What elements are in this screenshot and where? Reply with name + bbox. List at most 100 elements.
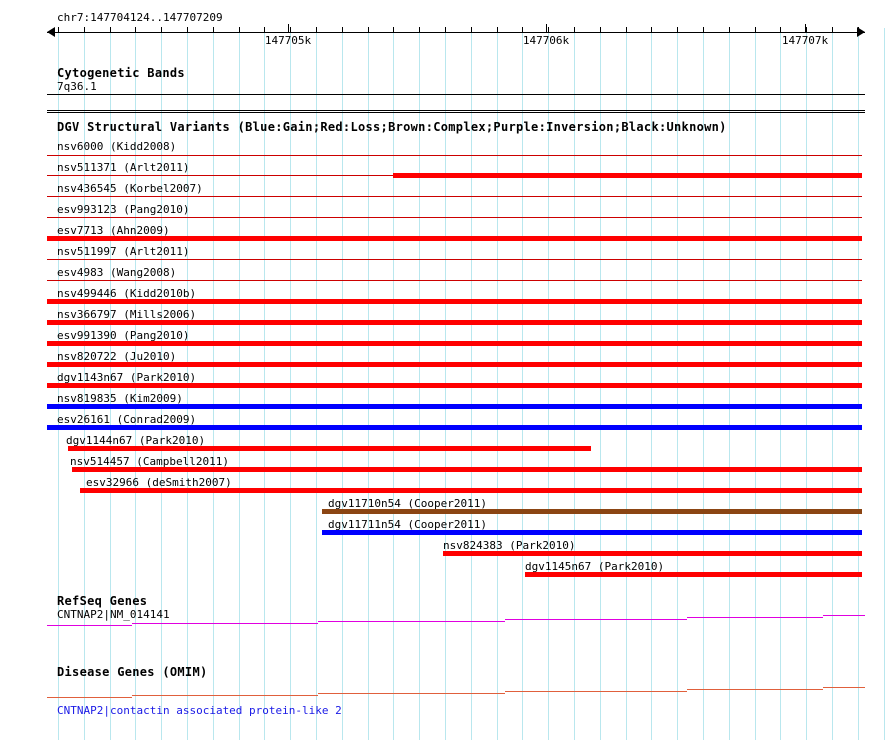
ruler-axis-line (47, 32, 865, 33)
variant-bar[interactable] (47, 280, 862, 281)
variant-label[interactable]: nsv820722 (Ju2010) (57, 350, 177, 363)
variant-label[interactable]: esv991390 (Pang2010) (57, 329, 190, 342)
ruler-tick (780, 27, 781, 33)
variant-bar[interactable] (47, 425, 862, 430)
ruler-tick (497, 27, 498, 33)
refseq-gene-segment[interactable] (47, 625, 132, 626)
ruler-tick (471, 27, 472, 33)
ruler-tick (755, 27, 756, 33)
variant-bar[interactable] (47, 299, 862, 304)
ruler-tick (213, 27, 214, 33)
ruler-right-arrow-icon (857, 27, 865, 37)
ruler-major-tick (288, 24, 289, 33)
variant-label[interactable]: dgv1145n67 (Park2010) (525, 560, 665, 573)
ruler-tick (419, 27, 420, 33)
refseq-gene-segment[interactable] (687, 617, 823, 618)
ruler-tick (626, 27, 627, 33)
variant-bar[interactable] (47, 341, 862, 346)
variant-bar[interactable] (47, 383, 862, 388)
refseq-gene-segment[interactable] (505, 619, 687, 620)
refseq-transcript-label: CNTNAP2|NM_014141 (57, 608, 170, 621)
ruler-tick-label: 147706k (522, 34, 570, 47)
ruler-tick (264, 27, 265, 33)
ruler-tick (522, 27, 523, 33)
gridline (884, 28, 885, 740)
variant-label[interactable]: nsv819835 (Kim2009) (57, 392, 183, 405)
variant-bar[interactable] (47, 196, 862, 197)
variant-label[interactable]: nsv436545 (Korbel2007) (57, 182, 203, 195)
variant-bar[interactable] (68, 446, 591, 451)
variant-label[interactable]: nsv499446 (Kidd2010b) (57, 287, 197, 300)
omim-gene-segment[interactable] (687, 689, 823, 690)
variant-bar[interactable] (80, 488, 862, 493)
ruler-tick (832, 27, 833, 33)
ruler-tick (110, 27, 111, 33)
variant-bar[interactable] (47, 404, 862, 409)
omim-gene-segment[interactable] (505, 691, 687, 692)
variant-label[interactable]: dgv11710n54 (Cooper2011) (328, 497, 487, 510)
ruler-tick (858, 27, 859, 33)
variant-label[interactable]: dgv11711n54 (Cooper2011) (328, 518, 487, 531)
ruler-left-arrow-icon (47, 27, 55, 37)
variant-label[interactable]: nsv514457 (Campbell2011) (70, 455, 229, 468)
variant-label[interactable]: nsv824383 (Park2010) (443, 539, 576, 552)
ruler-tick (316, 27, 317, 33)
ruler-tick-label: 147707k (781, 34, 829, 47)
ruler-tick (600, 27, 601, 33)
ruler-tick-label: 147705k (264, 34, 312, 47)
cytogenetic-band-label: 7q36.1 (57, 80, 97, 93)
variant-label[interactable]: dgv1144n67 (Park2010) (66, 434, 206, 447)
ruler-tick (84, 27, 85, 33)
variant-label[interactable]: esv32966 (deSmith2007) (86, 476, 232, 489)
cytoband-rule (47, 94, 865, 95)
ruler-tick (187, 27, 188, 33)
ruler-tick (239, 27, 240, 33)
track-separator-top (47, 110, 865, 111)
ruler-tick (135, 27, 136, 33)
variant-label[interactable]: esv7713 (Ahn2009) (57, 224, 170, 237)
ruler-tick (574, 27, 575, 33)
variant-bar[interactable] (322, 509, 862, 514)
variant-bar[interactable] (47, 155, 862, 156)
ruler-tick (806, 27, 807, 33)
variant-bar[interactable] (443, 551, 862, 556)
ruler-major-tick (805, 24, 806, 33)
ruler-major-tick (546, 24, 547, 33)
track-separator-bottom (47, 112, 865, 113)
omim-gene-segment[interactable] (823, 687, 865, 688)
omim-gene-segment[interactable] (132, 695, 318, 696)
variant-label[interactable]: nsv366797 (Mills2006) (57, 308, 197, 321)
variant-bar[interactable] (47, 217, 862, 218)
variant-bar[interactable] (47, 236, 862, 241)
variant-bar[interactable] (47, 320, 862, 325)
variant-label[interactable]: esv4983 (Wang2008) (57, 266, 177, 279)
section-title-disease-genes-omim: Disease Genes (OMIM) (57, 665, 208, 679)
variant-bar[interactable] (47, 362, 862, 367)
omim-gene-label: CNTNAP2|contactin associated protein-lik… (57, 704, 342, 717)
omim-gene-segment[interactable] (47, 697, 132, 698)
refseq-gene-segment[interactable] (132, 623, 318, 624)
variant-label[interactable]: esv26161 (Conrad2009) (57, 413, 197, 426)
section-title-refseq-genes: RefSeq Genes (57, 594, 148, 608)
variant-bar-segment[interactable] (393, 173, 862, 178)
variant-label[interactable]: nsv6000 (Kidd2008) (57, 140, 177, 153)
refseq-gene-segment[interactable] (823, 615, 865, 616)
ruler-tick (445, 27, 446, 33)
variant-bar[interactable] (525, 572, 862, 577)
ruler-tick (342, 27, 343, 33)
ruler-tick (548, 27, 549, 33)
variant-bar[interactable] (47, 259, 862, 260)
locus-label: chr7:147704124..147707209 (57, 11, 223, 24)
variant-bar[interactable] (72, 467, 862, 472)
variant-label[interactable]: nsv511371 (Arlt2011) (57, 161, 190, 174)
ruler-tick (393, 27, 394, 33)
variant-label[interactable]: esv993123 (Pang2010) (57, 203, 190, 216)
variant-label[interactable]: nsv511997 (Arlt2011) (57, 245, 190, 258)
variant-label[interactable]: dgv1143n67 (Park2010) (57, 371, 197, 384)
refseq-gene-segment[interactable] (318, 621, 505, 622)
ruler-tick (651, 27, 652, 33)
ruler-tick (368, 27, 369, 33)
variant-bar[interactable] (322, 530, 862, 535)
omim-gene-segment[interactable] (318, 693, 505, 694)
